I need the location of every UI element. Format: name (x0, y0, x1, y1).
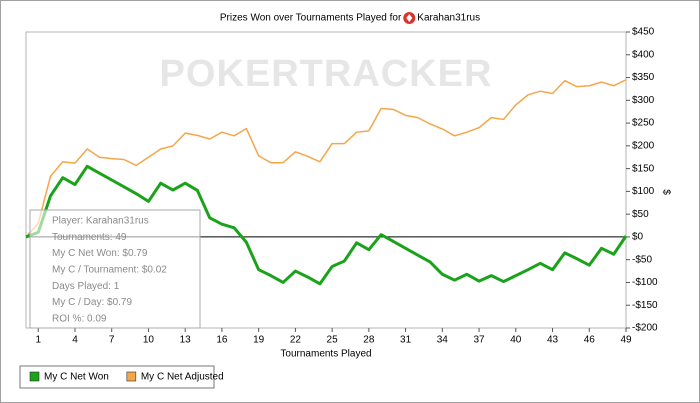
legend-swatch (29, 371, 40, 382)
x-tick-label: 25 (327, 335, 339, 346)
x-tick-label: 7 (109, 335, 115, 346)
y-tick-label: -$50 (632, 254, 652, 265)
legend-label: My C Net Adjusted (141, 372, 224, 383)
x-tick-label: 22 (290, 335, 302, 346)
y-tick-label: $0 (632, 232, 644, 243)
x-tick-label: 4 (72, 335, 78, 346)
x-axis-label: Tournaments Played (280, 349, 371, 360)
series-line (25, 164, 628, 286)
legend (19, 365, 215, 389)
legend-label: My C Net Won (44, 372, 109, 383)
series-line (25, 79, 627, 238)
player-icon (403, 12, 416, 24)
tooltip-line: My C Net Won: $0.79 (52, 248, 148, 259)
tooltip-line: Days Played: 1 (52, 281, 120, 292)
y-tick-label: $150 (632, 163, 655, 174)
x-tick-label: 49 (620, 335, 632, 346)
x-tick-label: 37 (473, 335, 485, 346)
tooltip-line: ROI %: 0.09 (52, 313, 107, 324)
x-tick-label: 34 (437, 335, 449, 346)
x-tick-label: 46 (584, 335, 596, 346)
legend-swatch (126, 371, 137, 382)
tooltip-line: My C / Day: $0.79 (52, 297, 132, 308)
x-tick-label: 13 (180, 335, 192, 346)
y-tick-label: -$150 (632, 300, 658, 311)
y-tick-label: $400 (632, 49, 655, 60)
y-tick-label: $450 (632, 27, 655, 38)
y-tick-label: -$100 (632, 277, 658, 288)
chart-title: Prizes Won over Tournaments Played for (220, 13, 402, 24)
y-tick-label: $300 (632, 95, 655, 106)
x-tick-label: 43 (547, 335, 559, 346)
y-tick-label: $250 (632, 118, 655, 129)
tooltip-line: My C / Tournament: $0.02 (52, 265, 167, 276)
x-tick-label: 40 (510, 335, 522, 346)
tooltip-line: Player: Karahan31rus (52, 216, 149, 227)
x-tick-label: 1 (35, 335, 41, 346)
y-tick-label: $350 (632, 72, 655, 83)
watermark: POKERTRACKER (160, 53, 493, 95)
player-name: Karahan31rus (417, 13, 480, 24)
y-axis-label: $ (660, 189, 671, 195)
tooltip-line: Tournaments: 49 (52, 232, 127, 243)
y-tick-label: $100 (632, 186, 655, 197)
y-tick-label: $200 (632, 140, 655, 151)
x-tick-label: 28 (363, 335, 375, 346)
x-tick-label: 10 (143, 335, 155, 346)
x-tick-label: 31 (400, 335, 412, 346)
x-tick-label: 19 (253, 335, 265, 346)
tooltip-box (29, 209, 201, 329)
y-tick-label: -$200 (632, 323, 658, 334)
y-tick-label: $50 (632, 209, 649, 220)
x-tick-label: 16 (216, 335, 228, 346)
